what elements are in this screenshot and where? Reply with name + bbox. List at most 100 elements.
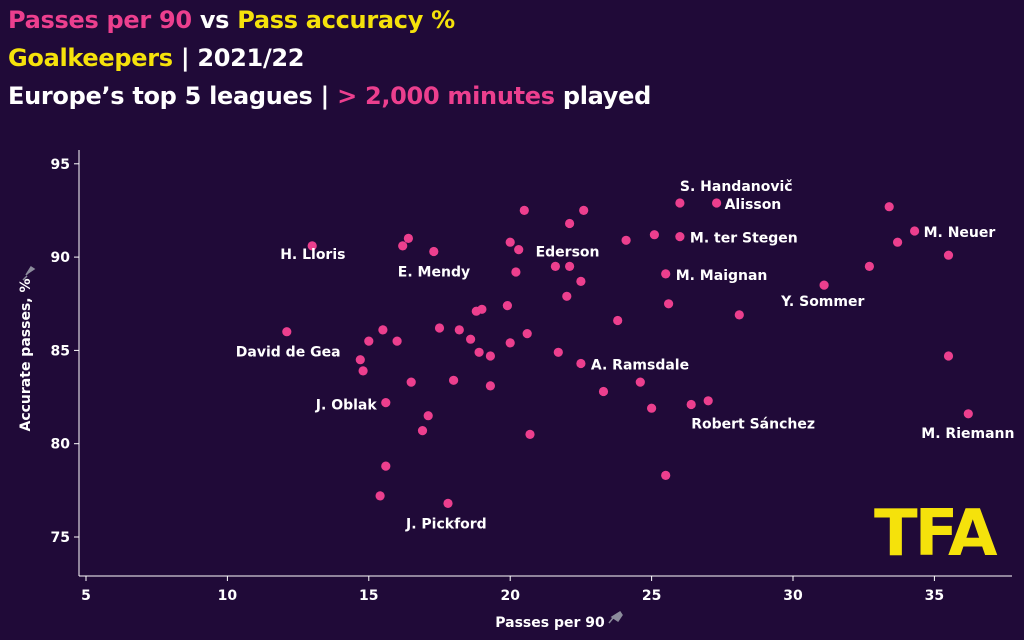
data-point-m-maignan[interactable]	[661, 269, 671, 279]
data-point[interactable]	[661, 470, 671, 480]
data-point[interactable]	[434, 323, 445, 333]
data-point-m-neuer[interactable]	[910, 226, 920, 236]
data-point-j-pickford[interactable]	[443, 498, 453, 508]
title-pass-accuracy: Pass accuracy %	[237, 6, 455, 34]
data-point[interactable]	[502, 301, 512, 311]
title-vs: vs	[191, 6, 238, 34]
data-point[interactable]	[364, 336, 374, 346]
y-tick-label: 85	[51, 343, 70, 359]
data-point[interactable]	[381, 461, 391, 471]
point-label: H. Lloris	[280, 247, 345, 263]
tfa-logo: TFA	[874, 497, 998, 571]
point-label: Y. Sommer	[780, 294, 864, 310]
data-point-ederson[interactable]	[565, 218, 575, 229]
point-label: A. Ramsdale	[591, 358, 689, 374]
x-axis-title: Passes per 90	[495, 615, 605, 631]
data-point-alisson[interactable]	[712, 198, 722, 208]
data-point[interactable]	[621, 235, 631, 245]
y-tick-label: 80	[51, 437, 71, 453]
data-point[interactable]	[417, 426, 428, 436]
subtitle-played: played	[554, 82, 651, 110]
data-point[interactable]	[649, 230, 660, 240]
point-label: M. Riemann	[921, 426, 1014, 442]
data-point[interactable]	[613, 315, 623, 326]
data-point-s-handanovi[interactable]	[675, 198, 685, 208]
data-point[interactable]	[505, 338, 515, 348]
data-point[interactable]	[943, 351, 954, 361]
data-point[interactable]	[392, 336, 402, 346]
data-point[interactable]	[474, 347, 484, 357]
y-tick-label: 90	[51, 250, 71, 266]
data-point-j-oblak[interactable]	[381, 398, 391, 408]
data-point[interactable]	[423, 411, 433, 421]
subtitle-goalkeepers: Goalkeepers	[8, 44, 173, 72]
data-point[interactable]	[522, 329, 532, 339]
data-point[interactable]	[355, 355, 365, 365]
data-point[interactable]	[485, 381, 495, 391]
data-point[interactable]	[398, 241, 408, 251]
data-point[interactable]	[579, 205, 589, 215]
data-point[interactable]	[553, 347, 563, 357]
data-point[interactable]	[378, 325, 388, 335]
data-point[interactable]	[505, 237, 515, 247]
data-point[interactable]	[565, 261, 575, 271]
y-axis-title: Accurate passes, %	[18, 279, 34, 432]
x-tick-label: 35	[925, 588, 944, 604]
data-point[interactable]	[525, 429, 535, 439]
x-tick-label: 30	[783, 588, 803, 604]
data-point-a-ramsdale[interactable]	[576, 358, 586, 369]
data-point[interactable]	[664, 299, 674, 309]
data-point[interactable]	[893, 237, 903, 247]
data-point[interactable]	[406, 377, 416, 387]
data-point[interactable]	[449, 375, 459, 385]
x-axis-pin-icon	[608, 610, 623, 624]
data-point[interactable]	[466, 334, 476, 344]
data-point-robert-s-nchez[interactable]	[686, 399, 696, 410]
y-tick-label: 95	[51, 157, 70, 173]
data-point[interactable]	[647, 403, 657, 413]
x-tick-label: 25	[642, 588, 661, 604]
chart-axes: 5 10 15 20 25 30 35 75 80 85 90 95 Passes per 90 Accu…	[18, 150, 1012, 631]
point-label: Alisson	[725, 197, 782, 213]
subtitle-minutes: > 2,000 minutes	[337, 82, 555, 110]
data-point[interactable]	[403, 233, 413, 243]
data-point-david-de-gea[interactable]	[282, 327, 292, 337]
point-label: J. Pickford	[405, 516, 487, 532]
data-point-y-sommer[interactable]	[819, 280, 829, 290]
x-tick-label: 20	[500, 588, 520, 604]
data-point[interactable]	[375, 491, 385, 501]
data-point[interactable]	[514, 245, 524, 255]
data-point[interactable]	[884, 202, 894, 212]
data-point[interactable]	[703, 396, 713, 406]
point-label: S. Handanovič	[680, 179, 793, 195]
y-axis-pin-icon	[22, 265, 36, 281]
point-label: M. Maignan	[676, 268, 768, 284]
data-point[interactable]	[485, 351, 495, 361]
data-point[interactable]	[576, 276, 586, 286]
chart-point-labels: H. Lloris David de Gea J. Oblak J. Pickford…	[236, 179, 1015, 532]
data-point[interactable]	[943, 250, 954, 260]
data-point[interactable]	[598, 386, 609, 397]
chart-subtitle-line-2: Goalkeepers | 2021/22	[8, 44, 305, 72]
data-point[interactable]	[519, 205, 529, 215]
data-point[interactable]	[734, 310, 744, 320]
x-tick-label: 10	[218, 588, 238, 604]
y-tick-label: 75	[51, 530, 70, 546]
data-point[interactable]	[550, 261, 561, 271]
point-label: David de Gea	[236, 345, 341, 361]
data-point[interactable]	[511, 267, 521, 277]
data-point-m-riemann[interactable]	[963, 409, 973, 419]
data-point[interactable]	[454, 325, 464, 335]
data-point-e-mendy[interactable]	[429, 246, 439, 257]
data-point[interactable]	[635, 377, 645, 387]
data-point[interactable]	[864, 261, 875, 271]
data-point[interactable]	[358, 366, 368, 376]
chart-points	[282, 198, 973, 508]
title-passes-per-90: Passes per 90	[8, 6, 192, 34]
data-point[interactable]	[471, 306, 481, 316]
subtitle-leagues: Europe’s top 5 leagues |	[8, 82, 338, 110]
data-point[interactable]	[562, 291, 572, 301]
data-point-m-ter-stegen[interactable]	[675, 232, 685, 242]
data-point-h-lloris[interactable]	[307, 241, 317, 251]
